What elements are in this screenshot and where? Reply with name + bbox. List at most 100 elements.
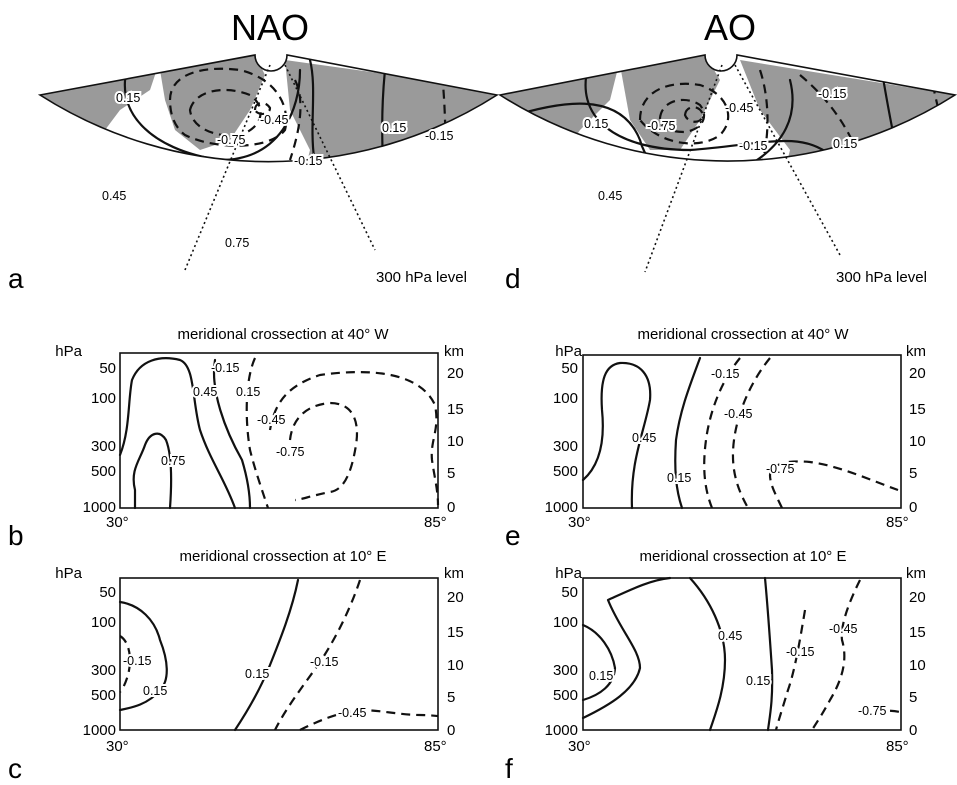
contour-value-label: 0.15 [382,121,406,135]
nao-heading: NAO [231,7,309,48]
ao-contour-labels: 0.15 -0.75 -0.45 -0.15 -0.15 0.15 0.45 [582,85,859,205]
axis-tick-label: 100 [553,614,578,631]
panel-f-crossection: meridional crossection at 10° E hPa km 0… [505,548,926,784]
contour-value-label: -0.75 [217,133,246,147]
panel-letter-c: c [8,753,22,784]
contour-value-label: -0.75 [647,119,676,133]
contour-value-label: -0.15 [425,129,454,143]
panel-c-contours [118,578,439,732]
ao-meridian-40w [644,64,723,273]
panel-c-height-ticks: 20 15 10 5 0 [447,589,464,739]
panel-letter-f: f [505,753,513,784]
nao-contour-labels: 0.15 -0.45 -0.75 -0.15 0.15 -0.15 0.45 0… [100,89,456,252]
contour-value-label: 0.15 [746,674,770,688]
nao-map-frame [37,54,500,163]
contour-value-label: -0.15 [818,87,847,101]
panel-b-frame [119,352,439,509]
panel-b-x-start: 30° [106,514,129,531]
contour-value-label: -0.45 [725,101,754,115]
axis-tick-label: 20 [909,365,926,382]
panel-e-left-unit: hPa [555,343,582,360]
axis-tick-label: 0 [447,499,455,516]
axis-tick-label: 300 [91,438,116,455]
panel-c-right-unit: km [444,565,464,582]
panel-e-crossection: meridional crossection at 40° W hPa km -… [505,326,926,551]
nao-land-masses [40,55,497,162]
ao-map-frame [497,54,957,162]
axis-tick-label: 10 [909,657,926,674]
axis-tick-label: 15 [909,624,926,641]
contour-value-label: 0.45 [718,629,742,643]
panel-c-contour-labels: -0.15 0.15 0.15 -0.15 -0.45 [121,652,369,722]
panel-letter-b: b [8,520,24,551]
contour-value-label: -0.75 [858,704,887,718]
axis-tick-label: 1000 [545,722,578,739]
panel-f-x-start: 30° [568,738,591,755]
panel-f-x-end: 85° [886,738,909,755]
contour-value-label: 0.15 [667,471,691,485]
axis-tick-label: 20 [447,365,464,382]
axis-tick-label: 50 [99,584,116,601]
panel-b-right-unit: km [444,343,464,360]
axis-tick-label: 0 [909,722,917,739]
axis-tick-label: 50 [99,360,116,377]
contour-value-label: 0.45 [193,385,217,399]
panel-e-contours [581,356,899,510]
panel-b-contours [118,357,440,510]
contour-value-label: 0.45 [598,189,622,203]
panel-b-height-ticks: 20 15 10 5 0 [447,365,464,516]
axis-tick-label: 500 [553,463,578,480]
contour-value-label: 0.45 [102,189,126,203]
panel-f-contour-labels: 0.45 -0.15 -0.45 0.15 0.15 -0.75 [587,620,889,720]
contour-value-label: -0.45 [724,407,753,421]
axis-tick-label: 300 [553,662,578,679]
contour-value-label: -0.75 [276,445,305,459]
contour-value-label: -0.15 [711,367,740,381]
panel-f-contours [581,576,901,732]
contour-value-label: 0.15 [833,137,857,151]
contour-value-label: -0.45 [257,413,286,427]
axis-tick-label: 50 [561,584,578,601]
ao-land-masses [500,55,955,162]
contour-value-label: 0.15 [584,117,608,131]
axis-tick-label: 20 [447,589,464,606]
panel-e-contour-labels: -0.15 -0.45 0.45 0.15 -0.75 [630,365,797,487]
panel-f-title: meridional crossection at 10° E [640,548,847,565]
panel-e-pressure-ticks: 50 100 300 500 1000 [545,360,578,516]
contour-value-label: -0.15 [294,154,323,168]
panel-letter-e: e [505,520,521,551]
panel-e-frame [582,354,902,509]
panel-c-frame [119,577,439,731]
axis-tick-label: 500 [553,687,578,704]
axis-tick-label: 5 [909,689,917,706]
panel-f-left-unit: hPa [555,565,582,582]
panel-c-pressure-ticks: 50 100 300 500 1000 [83,584,116,739]
panel-e-height-ticks: 20 15 10 5 0 [909,365,926,516]
contour-value-label: -0.45 [829,622,858,636]
contour-value-label: -0.15 [310,655,339,669]
panel-b-left-unit: hPa [55,343,82,360]
contour-value-label: -0.15 [123,654,152,668]
nao-meridian-10e [284,64,376,251]
panel-b-crossection: meridional crossection at 40° W hPa km -… [8,326,464,551]
nao-level-label: 300 hPa level [376,269,467,286]
panel-a-map: NAO 0.15 -0.45 -0.75 -0.15 0.15 [8,7,500,294]
panel-b-pressure-ticks: 50 100 300 500 1000 [83,360,116,516]
contour-value-label: 0.15 [245,667,269,681]
axis-tick-label: 500 [91,687,116,704]
axis-tick-label: 300 [91,662,116,679]
axis-tick-label: 15 [909,401,926,418]
axis-tick-label: 1000 [545,499,578,516]
panel-f-height-ticks: 20 15 10 5 0 [909,589,926,739]
contour-value-label: 0.15 [116,91,140,105]
panel-e-title: meridional crossection at 40° W [637,326,849,343]
panel-e-right-unit: km [906,343,926,360]
panel-letter-d: d [505,263,521,294]
contour-value-label: -0.15 [211,361,240,375]
panel-letter-a: a [8,263,24,294]
contour-value-label: -0.45 [260,113,289,127]
axis-tick-label: 5 [909,465,917,482]
axis-tick-label: 5 [447,465,455,482]
axis-tick-label: 1000 [83,499,116,516]
